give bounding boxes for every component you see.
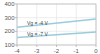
tick-label: 200 [4, 28, 15, 34]
tick-label: 0 [94, 48, 98, 54]
annotation: Vg = -7 V [27, 31, 49, 37]
tick-label: -2 [54, 48, 60, 54]
grid-line [56, 4, 57, 45]
tick-label: -1 [74, 48, 80, 54]
chart: 100200300400-4-3-2-10Vg = -4 VVg = -7 V [0, 0, 100, 54]
tick-label: 300 [4, 15, 15, 21]
line [17, 19, 96, 27]
annotations: Vg = -4 V Vg = -7 V [27, 20, 49, 37]
plot-frame [17, 4, 96, 45]
tick-label: -3 [34, 48, 40, 54]
annotation: Vg = -4 V [27, 20, 49, 26]
grid-line [76, 4, 77, 45]
tick-label: -4 [14, 48, 20, 54]
axes: 100200300400-4-3-2-10 [4, 1, 98, 54]
tick-label: 400 [4, 1, 15, 7]
chart-container: 100200300400-4-3-2-10Vg = -4 VVg = -7 V [0, 0, 100, 54]
grid [17, 4, 96, 45]
lines [17, 19, 96, 37]
